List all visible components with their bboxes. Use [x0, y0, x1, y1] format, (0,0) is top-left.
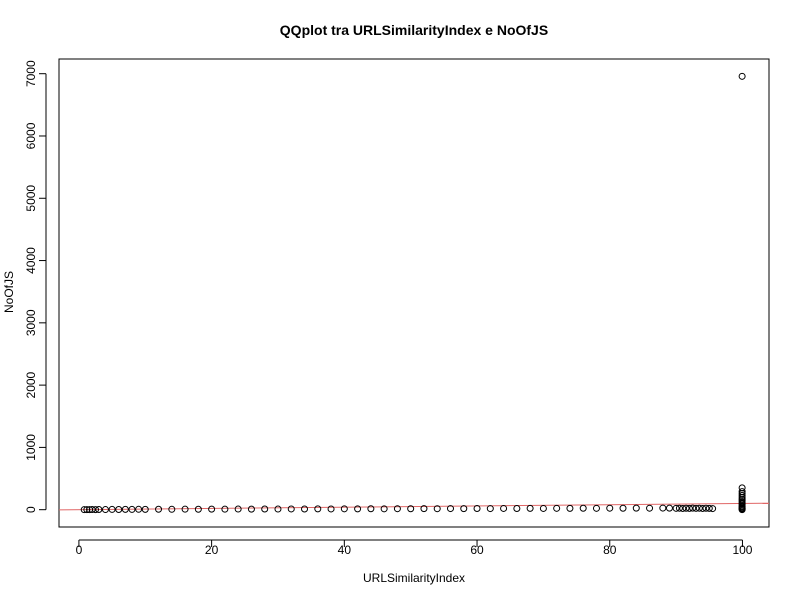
data-point: [208, 505, 216, 513]
y-tick-label: 0: [24, 506, 38, 513]
plot-frame: [58, 58, 770, 528]
data-point: [738, 488, 746, 496]
data-point: [168, 505, 176, 513]
data-point: [539, 504, 547, 512]
data-point: [420, 505, 428, 513]
data-point: [108, 505, 116, 513]
data-point: [141, 505, 149, 513]
data-point: [121, 505, 129, 513]
data-point: [234, 505, 242, 513]
data-point: [695, 504, 703, 512]
data-point: [367, 505, 375, 513]
data-point: [619, 504, 627, 512]
y-tick-label: 1000: [24, 434, 38, 461]
data-point: [646, 504, 654, 512]
data-point: [181, 505, 189, 513]
data-point: [579, 504, 587, 512]
data-point: [433, 505, 441, 513]
y-tick-label: 4000: [24, 247, 38, 274]
data-point: [83, 506, 91, 514]
data-point: [287, 505, 295, 513]
data-point: [115, 505, 123, 513]
data-point: [513, 505, 521, 513]
data-point: [659, 504, 667, 512]
data-point: [473, 505, 481, 513]
x-axis-label: URLSimilarityIndex: [363, 571, 465, 585]
data-point: [566, 504, 574, 512]
data-point: [274, 505, 282, 513]
data-point: [675, 504, 683, 512]
data-point: [327, 505, 335, 513]
data-point: [135, 505, 143, 513]
data-point: [95, 505, 103, 513]
y-axis-label: NoOfJS: [2, 271, 16, 313]
data-point: [354, 505, 362, 513]
reference-line: [58, 502, 770, 511]
data-point: [526, 504, 534, 512]
x-tick-label: 20: [205, 543, 219, 557]
data-point: [261, 505, 269, 513]
data-point: [738, 491, 746, 499]
data-point: [606, 504, 614, 512]
y-tick-label: 7000: [24, 60, 38, 87]
data-point: [705, 504, 713, 512]
x-tick-label: 40: [338, 543, 352, 557]
y-tick-label: 5000: [24, 185, 38, 212]
data-point: [101, 506, 109, 514]
x-tick-label: 0: [76, 543, 83, 557]
data-point: [155, 505, 163, 513]
data-point: [682, 504, 690, 512]
y-tick-label: 2000: [24, 371, 38, 398]
data-point: [689, 504, 697, 512]
data-point: [194, 505, 202, 513]
data-point: [407, 505, 415, 513]
data-point: [380, 505, 388, 513]
data-point: [500, 504, 508, 512]
data-point: [592, 504, 600, 512]
data-point: [88, 506, 96, 514]
data-point: [486, 505, 494, 513]
data-point: [340, 505, 348, 513]
data-point: [665, 504, 673, 512]
data-point: [702, 504, 710, 512]
data-point: [692, 504, 700, 512]
x-tick-label: 80: [603, 543, 617, 557]
data-point: [301, 505, 309, 513]
data-point: [221, 505, 229, 513]
data-point: [632, 504, 640, 512]
plot-area: 0 20 40 60 80 1000100020003000400050006000700…: [24, 58, 770, 557]
data-point: [393, 505, 401, 513]
x-tick-label: 100: [732, 543, 752, 557]
data-point: [738, 72, 746, 80]
data-point: [80, 506, 88, 514]
data-point: [460, 505, 468, 513]
data-point: [672, 504, 680, 512]
data-point: [738, 484, 746, 492]
y-tick-label: 3000: [24, 309, 38, 336]
data-point: [685, 504, 693, 512]
y-tick-label: 6000: [24, 122, 38, 149]
chart-title: QQplot tra URLSimilarityIndex e NoOfJS: [280, 22, 548, 38]
data-point: [91, 506, 99, 514]
data-point: [128, 505, 136, 513]
data-point: [679, 504, 687, 512]
data-point: [709, 505, 717, 513]
data-point: [446, 505, 454, 513]
x-tick-label: 60: [470, 543, 484, 557]
data-point: [699, 504, 707, 512]
data-point: [247, 505, 255, 513]
data-point: [314, 505, 322, 513]
data-point: [553, 504, 561, 512]
